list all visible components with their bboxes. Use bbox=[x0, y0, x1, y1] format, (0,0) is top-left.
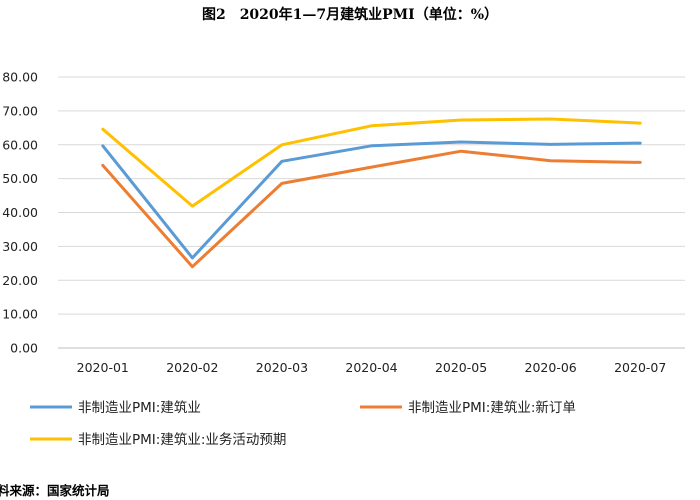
x-tick-label: 2020-05 bbox=[435, 360, 487, 375]
y-tick-label: 40.00 bbox=[2, 205, 38, 220]
x-tick-label: 2020-06 bbox=[525, 360, 577, 375]
y-tick-label: 50.00 bbox=[2, 171, 38, 186]
series-line-3 bbox=[101, 117, 642, 208]
y-tick-label: 10.00 bbox=[2, 307, 38, 322]
chart-title: 图2 2020年1—7月建筑业PMI（单位：%） bbox=[201, 7, 499, 23]
x-tick-label: 2020-07 bbox=[614, 360, 666, 375]
series-line-1 bbox=[101, 140, 642, 260]
series-lines bbox=[101, 117, 642, 269]
y-tick-label: 20.00 bbox=[2, 273, 38, 288]
series-line-2 bbox=[101, 149, 642, 269]
y-tick-label: 60.00 bbox=[2, 137, 38, 152]
legend: 非制造业PMI:建筑业 非制造业PMI:建筑业:新订单非制造业PMI:建筑业:业务… bbox=[30, 400, 576, 448]
gridlines bbox=[58, 76, 685, 349]
legend-label-2: 非制造业PMI:建筑业:新订单 bbox=[408, 400, 576, 416]
y-tick-label: 0.00 bbox=[10, 341, 38, 356]
y-axis-ticks: 0.00 10.00 20.00 30.00 40.00 50.00 60.00 70.00 8… bbox=[2, 70, 38, 356]
x-tick-label: 2020-04 bbox=[345, 360, 397, 375]
x-tick-label: 2020-01 bbox=[77, 360, 129, 375]
x-tick-label: 2020-02 bbox=[166, 360, 218, 375]
legend-label-1: 非制造业PMI:建筑业 bbox=[78, 400, 201, 416]
y-tick-label: 30.00 bbox=[2, 239, 38, 254]
x-axis-ticks: 2020-01 2020-02 2020-03 2020-04 2020-05 2020-… bbox=[77, 360, 667, 375]
y-tick-label: 70.00 bbox=[2, 103, 38, 118]
x-tick-label: 2020-03 bbox=[256, 360, 308, 375]
y-tick-label: 80.00 bbox=[2, 70, 38, 85]
legend-label-3: 非制造业PMI:建筑业:业务活动预期 bbox=[78, 432, 286, 448]
source-note: 料来源：国家统计局 bbox=[0, 483, 110, 498]
